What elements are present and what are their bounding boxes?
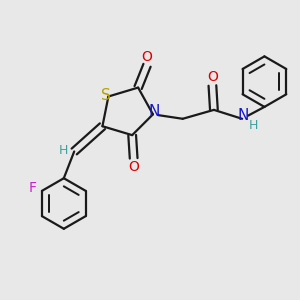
Text: S: S — [100, 88, 110, 103]
Text: O: O — [142, 50, 152, 64]
Text: H: H — [249, 119, 258, 132]
Text: H: H — [59, 143, 68, 157]
Text: N: N — [149, 104, 160, 119]
Text: N: N — [238, 108, 249, 123]
Text: O: O — [128, 160, 139, 174]
Text: O: O — [207, 70, 218, 84]
Text: F: F — [28, 182, 36, 196]
